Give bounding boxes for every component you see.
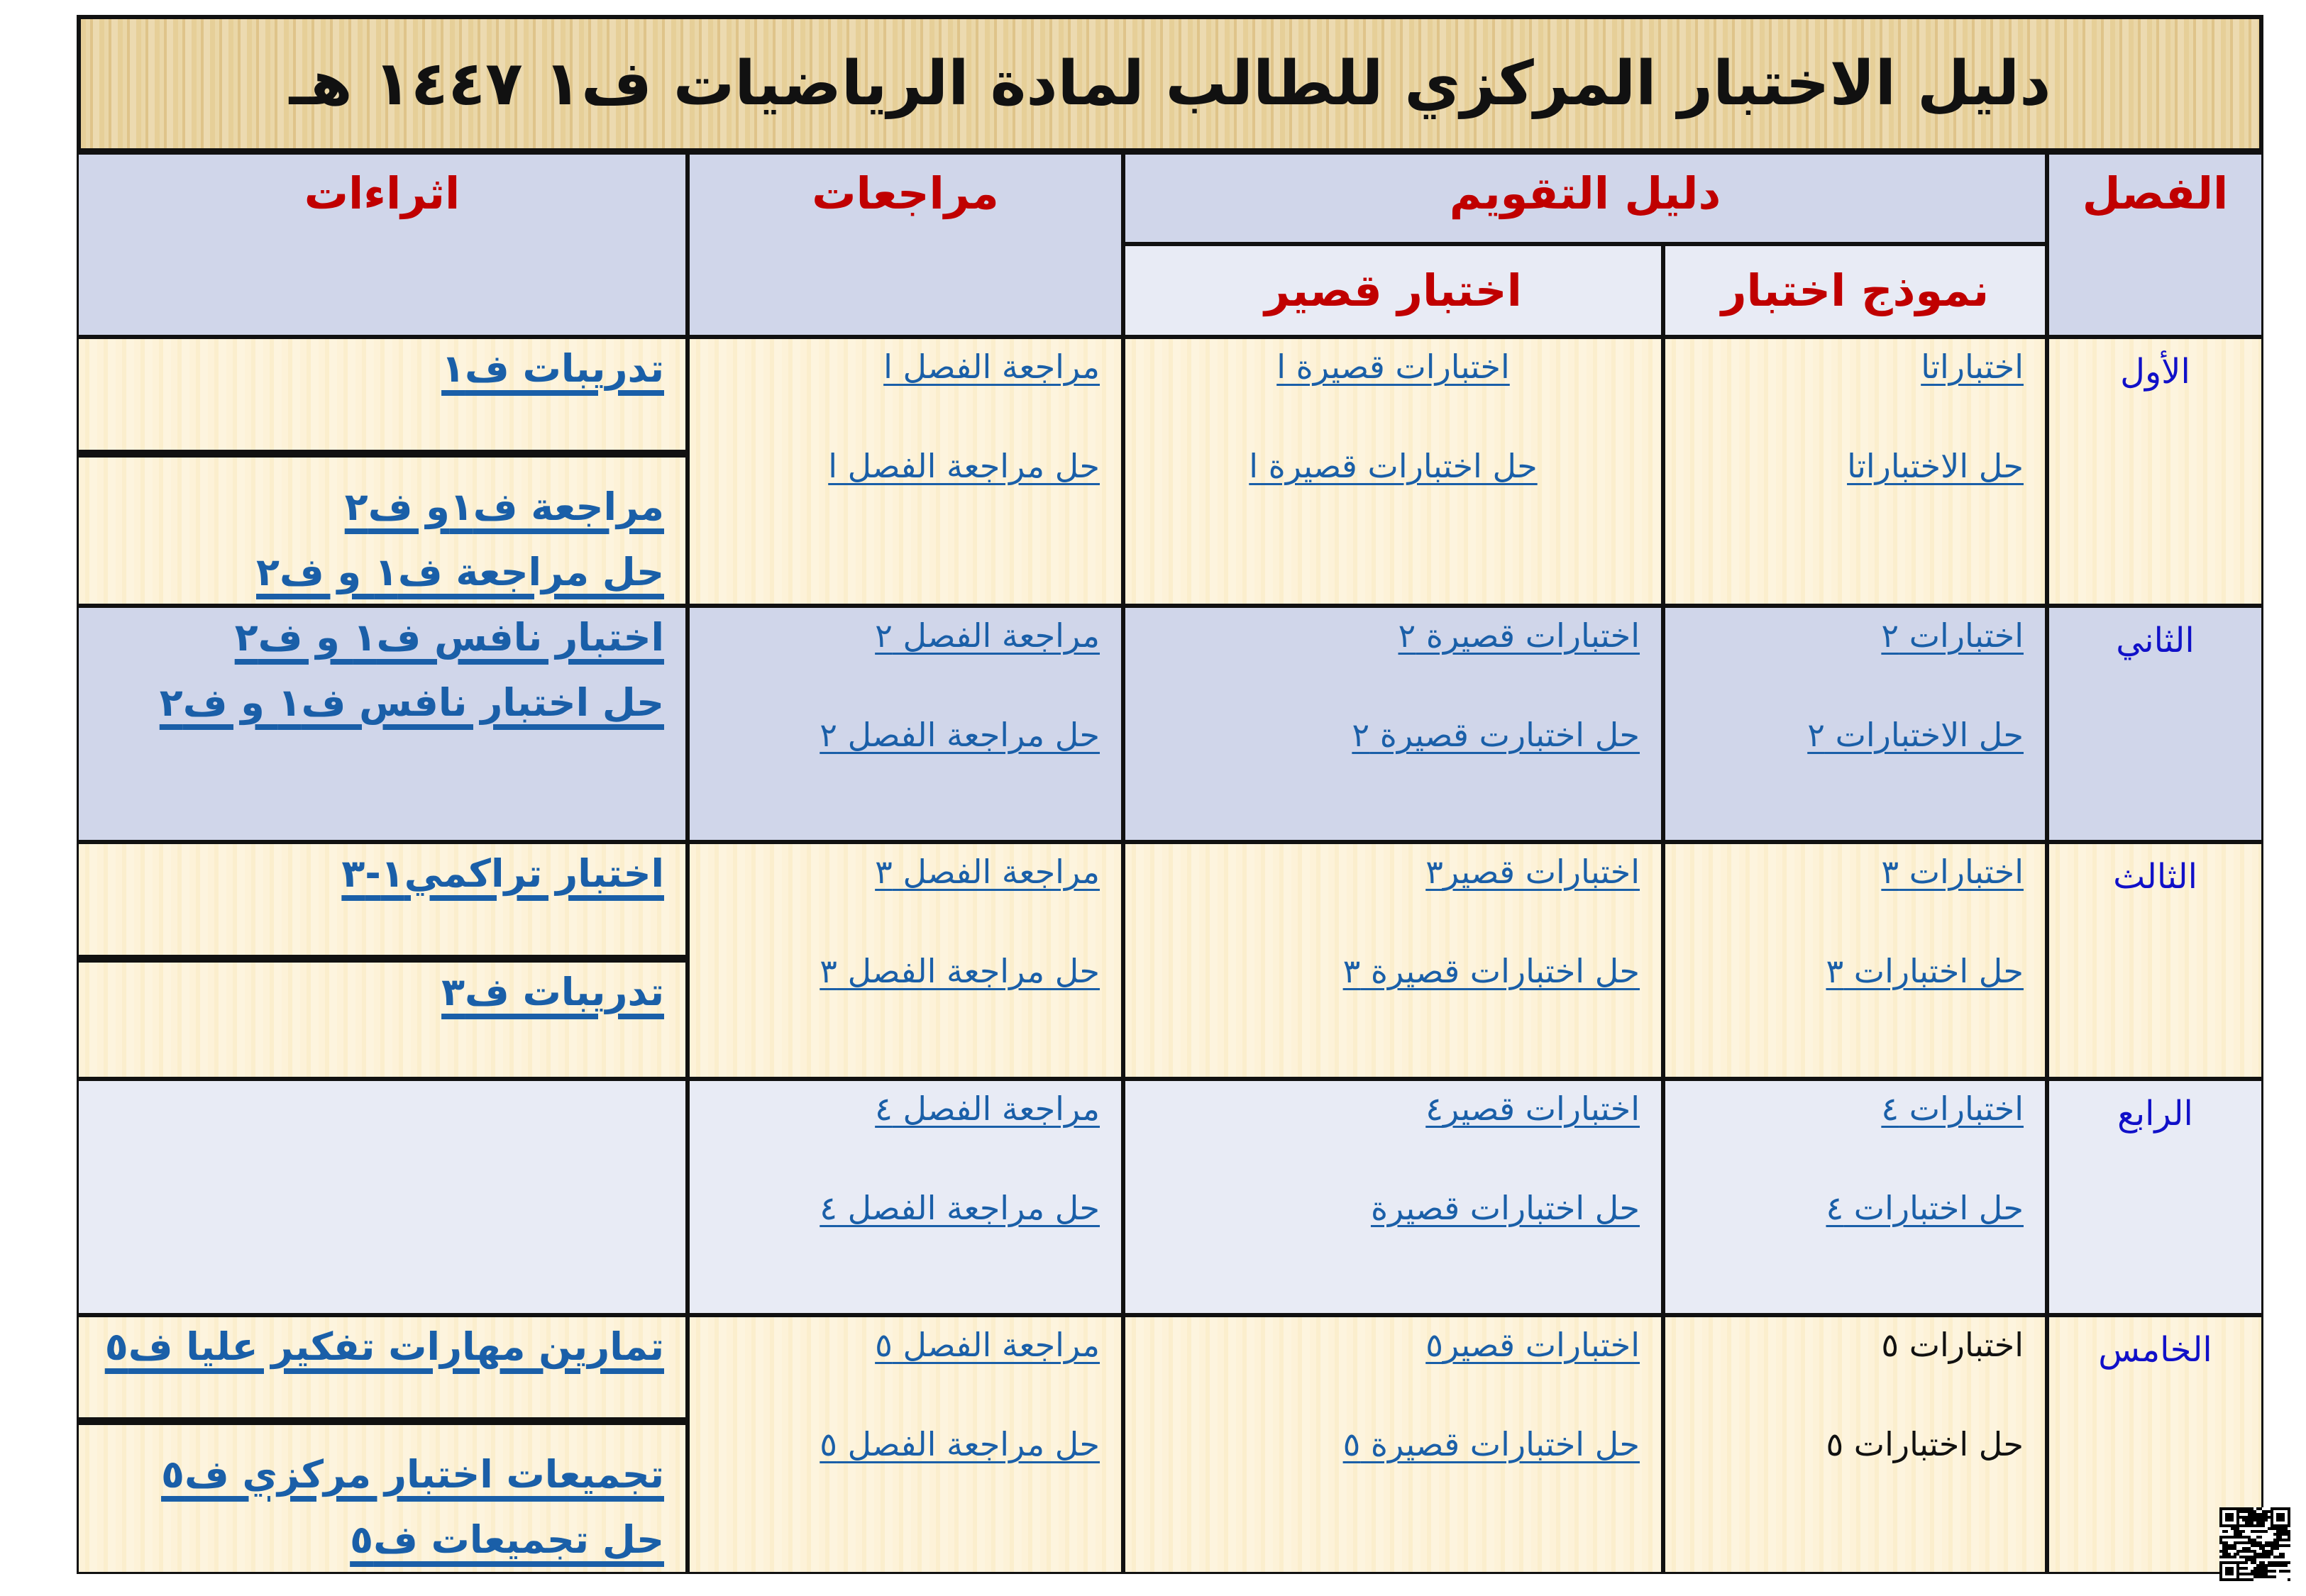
refs-link[interactable]: مراجعة الفصل ٤: [875, 1090, 1100, 1128]
short-link[interactable]: اختبارات قصيرة ٢: [1398, 616, 1640, 655]
enrichment-link[interactable]: تدريبات ف٣: [441, 970, 664, 1014]
model-link: حل اختبارات ٥: [1826, 1425, 2024, 1463]
chapter-name: الأول: [2120, 352, 2190, 392]
page-title: دليل الاختبار المركزي للطالب لمادة الريا…: [289, 48, 2051, 119]
model-link[interactable]: اختباراتا: [1921, 348, 2024, 386]
header-references-label: مراجعات: [812, 167, 999, 219]
refs-cell: مراجعة الفصل ا حل مراجعة الفصل ا: [688, 337, 1123, 606]
enrichment-link[interactable]: اختبار تراكمي١-٣: [341, 851, 664, 896]
model-link[interactable]: حل الاختبارات ٢: [1807, 716, 2024, 754]
refs-link[interactable]: حل مراجعة الفصل ٢: [820, 716, 1100, 754]
short-cell: اختبارات قصير٤ حل اختبارات قصيرة: [1123, 1079, 1663, 1315]
chapter-name: الخامس: [2098, 1330, 2212, 1370]
refs-link[interactable]: مراجعة الفصل ٥: [875, 1326, 1100, 1364]
header-enrichment-label: اثراءات: [304, 167, 460, 219]
model-link: اختبارات ٥: [1881, 1326, 2024, 1364]
qr-code-icon: [2219, 1507, 2290, 1581]
refs-link[interactable]: مراجعة الفصل ا: [883, 348, 1100, 386]
header-evaluation-guide: دليل التقويم: [1123, 153, 2047, 244]
refs-link[interactable]: حل مراجعة الفصل ٣: [820, 952, 1100, 990]
short-link[interactable]: اختبارات قصير٤: [1425, 1090, 1640, 1128]
enrichment-cell: مراجعة ف١و ف٢ حل مراجعة ف١ و ف٢: [77, 455, 688, 606]
enrichment-link[interactable]: حل مراجعة ف١ و ف٢: [256, 550, 664, 594]
chapter-cell: الثالث: [2047, 842, 2263, 1079]
short-link[interactable]: اختبارات قصير٥: [1425, 1326, 1640, 1364]
model-link[interactable]: حل اختبارات ٣: [1826, 952, 2024, 990]
header-enrichment: اثراءات: [77, 153, 688, 337]
refs-cell: مراجعة الفصل ٥ حل مراجعة الفصل ٥: [688, 1315, 1123, 1574]
model-link[interactable]: اختبارات ٢: [1881, 616, 2024, 655]
chapter-cell: الرابع: [2047, 1079, 2263, 1315]
model-link[interactable]: اختبارات ٤: [1881, 1090, 2024, 1128]
enrichment-cell: اختبار نافس ف١ و ف٢ حل اختبار نافس ف١ و ف…: [77, 606, 688, 842]
short-link[interactable]: اختبارات قصير٣: [1425, 853, 1640, 891]
enrichment-link[interactable]: تمارين مهارات تفكير عليا ف٥: [104, 1324, 664, 1369]
chapter-cell: الأول: [2047, 337, 2263, 606]
refs-cell: مراجعة الفصل ٢ حل مراجعة الفصل ٢: [688, 606, 1123, 842]
short-link[interactable]: حل اختبارات قصيرة: [1370, 1189, 1640, 1227]
refs-link[interactable]: مراجعة الفصل ٣: [875, 853, 1100, 891]
enrichment-link[interactable]: تدريبات ف١: [441, 346, 664, 391]
short-cell: اختبارات قصير٥ حل اختبارات قصيرة ٥: [1123, 1315, 1663, 1574]
header-chapter: الفصل: [2047, 153, 2263, 337]
refs-link[interactable]: حل مراجعة الفصل ٥: [820, 1425, 1100, 1463]
short-link[interactable]: حل اختبارات قصيرة ا: [1249, 447, 1538, 485]
enrichment-cell: اختبار تراكمي١-٣: [77, 842, 688, 960]
chapter-name: الثالث: [2113, 857, 2197, 897]
short-cell: اختبارات قصيرة ٢ حل اختبارت قصيرة ٢: [1123, 606, 1663, 842]
enrichment-cell: [77, 1079, 688, 1315]
header-short-test: اختبار قصير: [1123, 244, 1663, 337]
header-test-model-label: نموذج اختبار: [1721, 265, 1990, 316]
short-link[interactable]: اختبارات قصيرة ا: [1276, 348, 1510, 386]
enrichment-cell: تجميعات اختبار مركزي ف٥ حل تجميعات ف٥: [77, 1423, 688, 1574]
enrichment-cell: تمارين مهارات تفكير عليا ف٥: [77, 1315, 688, 1423]
enrichment-link[interactable]: حل تجميعات ف٥: [350, 1517, 664, 1562]
short-cell: اختبارات قصيرة ا حل اختبارات قصيرة ا: [1123, 337, 1663, 606]
short-link[interactable]: حل اختبارات قصيرة ٣: [1342, 952, 1640, 990]
short-cell: اختبارات قصير٣ حل اختبارات قصيرة ٣: [1123, 842, 1663, 1079]
enrichment-link[interactable]: اختبار نافس ف١ و ف٢: [234, 615, 664, 660]
short-link[interactable]: حل اختبارات قصيرة ٥: [1342, 1425, 1640, 1463]
header-test-model: نموذج اختبار: [1663, 244, 2047, 337]
header-short-test-label: اختبار قصير: [1264, 265, 1522, 316]
header-chapter-label: الفصل: [2082, 167, 2229, 219]
enrichment-cell: تدريبات ف٣: [77, 960, 688, 1079]
model-link[interactable]: حل الاختباراتا: [1847, 447, 2024, 485]
chapter-name: الثاني: [2116, 621, 2195, 660]
refs-cell: مراجعة الفصل ٤ حل مراجعة الفصل ٤: [688, 1079, 1123, 1315]
model-link[interactable]: حل اختبارات ٤: [1826, 1189, 2024, 1227]
refs-link[interactable]: حل مراجعة الفصل ٤: [820, 1189, 1100, 1227]
model-cell: اختباراتا حل الاختباراتا: [1663, 337, 2047, 606]
title-band: دليل الاختبار المركزي للطالب لمادة الريا…: [77, 15, 2263, 153]
model-cell: اختبارات ٥ حل اختبارات ٥: [1663, 1315, 2047, 1574]
short-link[interactable]: حل اختبارت قصيرة ٢: [1352, 716, 1640, 754]
model-cell: اختبارات ٢ حل الاختبارات ٢: [1663, 606, 2047, 842]
enrichment-cell: تدريبات ف١: [77, 337, 688, 455]
refs-link[interactable]: مراجعة الفصل ٢: [875, 616, 1100, 655]
refs-link[interactable]: حل مراجعة الفصل ا: [828, 447, 1100, 485]
header-evaluation-guide-label: دليل التقويم: [1449, 167, 1721, 219]
enrichment-link[interactable]: حل اختبار نافس ف١ و ف٢: [159, 680, 664, 725]
refs-cell: مراجعة الفصل ٣ حل مراجعة الفصل ٣: [688, 842, 1123, 1079]
model-link[interactable]: اختبارات ٣: [1881, 853, 2024, 891]
enrichment-link[interactable]: مراجعة ف١و ف٢: [344, 484, 664, 529]
chapter-name: الرابع: [2117, 1094, 2193, 1134]
model-cell: اختبارات ٤ حل اختبارات ٤: [1663, 1079, 2047, 1315]
model-cell: اختبارات ٣ حل اختبارات ٣: [1663, 842, 2047, 1079]
header-references: مراجعات: [688, 153, 1123, 337]
chapter-cell: الثاني: [2047, 606, 2263, 842]
enrichment-link[interactable]: تجميعات اختبار مركزي ف٥: [161, 1452, 664, 1497]
